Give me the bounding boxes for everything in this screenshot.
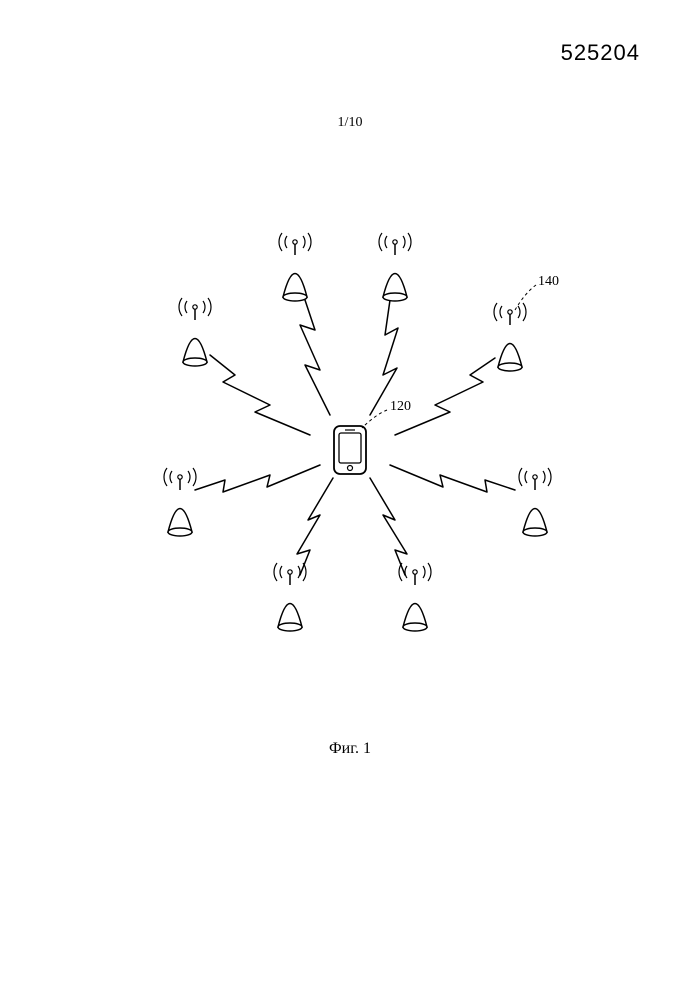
cell-tower-icon	[279, 233, 311, 301]
signal-bolt	[370, 478, 407, 575]
page: 525204 1/10	[0, 0, 700, 1000]
page-indicator: 1/10	[338, 115, 363, 131]
figure-svg: 120 140	[115, 230, 585, 670]
signal-bolt	[390, 465, 515, 492]
cell-tower-icon	[494, 303, 526, 371]
cell-tower-icon	[164, 468, 196, 536]
cell-tower-icon	[379, 233, 411, 301]
signal-bolt	[395, 358, 495, 435]
cell-tower-icon	[179, 298, 211, 366]
device-label: 120	[390, 399, 411, 414]
document-number: 525204	[561, 40, 640, 66]
device-label-leader	[362, 410, 387, 428]
signal-bolt	[297, 478, 333, 575]
tower-label: 140	[538, 274, 559, 289]
figure-caption: Фиг. 1	[329, 740, 371, 758]
cell-tower-icon	[519, 468, 551, 536]
phone-icon	[334, 426, 366, 474]
signal-bolt	[195, 465, 320, 492]
signal-bolt	[370, 300, 398, 415]
signal-bolt	[210, 355, 310, 435]
signal-bolt	[300, 300, 330, 415]
